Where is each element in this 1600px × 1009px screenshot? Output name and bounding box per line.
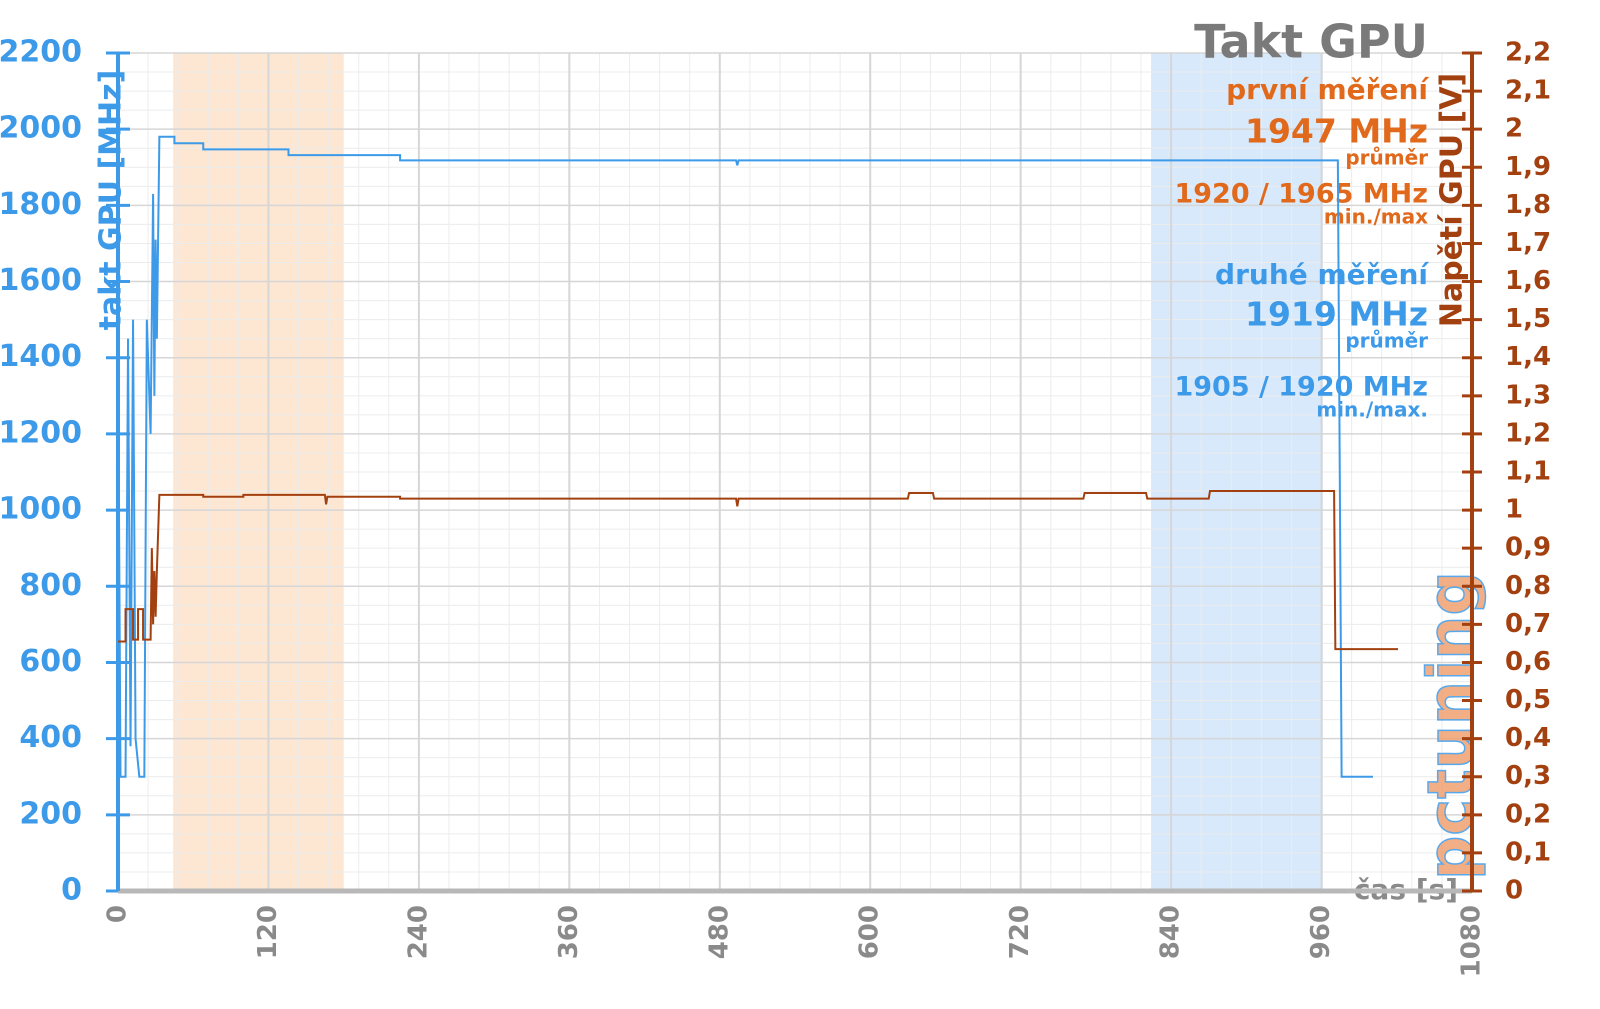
y2-tick-label: 1,4: [1505, 342, 1551, 372]
annotation: druhé měření: [1215, 258, 1429, 291]
y2-tick-label: 0,8: [1505, 571, 1551, 601]
y2-tick-label: 2,1: [1505, 76, 1551, 106]
x-tick-label: 0: [103, 905, 133, 923]
y-tick-label: 1000: [0, 492, 82, 527]
y2-tick-label: 0,6: [1505, 647, 1551, 677]
y-tick-label: 1600: [0, 263, 82, 298]
annotation: průměr: [1345, 146, 1428, 170]
background-layer: [117, 52, 1473, 892]
annotation: 1905 / 1920 MHz: [1174, 372, 1428, 403]
y2-tick-label: 2: [1505, 114, 1523, 144]
y-tick-label: 1200: [0, 415, 82, 450]
annotation: min./max: [1324, 205, 1428, 229]
annotation: 1947 MHz: [1245, 112, 1428, 151]
series-line: [117, 135, 1373, 778]
x-tick-label: 840: [1156, 905, 1186, 959]
y-tick-label: 600: [19, 644, 82, 679]
y-tick-label: 2200: [0, 35, 82, 70]
y2-tick-label: 0,3: [1505, 761, 1551, 791]
x-tick-label: 1080: [1457, 905, 1487, 977]
y-tick-label: 400: [19, 720, 82, 755]
y2-tick-label: 0,9: [1505, 533, 1551, 563]
y2-tick-label: 0,7: [1505, 609, 1551, 639]
y-axis-label: takt GPU [MHz]: [94, 70, 129, 331]
annotation: min./max.: [1316, 398, 1428, 422]
y-tick-label: 1400: [0, 339, 82, 374]
x-tick-label: 360: [554, 905, 584, 959]
y2-tick-label: 0,1: [1505, 837, 1551, 867]
y2-axis-label: Napětí GPU [V]: [1435, 73, 1470, 327]
y2-tick-label: 0,2: [1505, 799, 1551, 829]
x-tick-label: 240: [403, 905, 433, 959]
x-tick-label: 720: [1005, 905, 1035, 959]
chart-title: Takt GPU: [1194, 15, 1428, 69]
y2-tick-label: 0,4: [1505, 723, 1551, 753]
annotation: 1919 MHz: [1245, 295, 1428, 334]
y2-tick-label: 1,3: [1505, 380, 1551, 410]
y-tick-label: 1800: [0, 187, 82, 222]
y-tick-label: 0: [61, 873, 82, 908]
x-tick-label: 120: [253, 905, 283, 959]
y2-tick-label: 1,6: [1505, 266, 1551, 296]
annotation: průměr: [1345, 329, 1428, 353]
y2-tick-label: 0: [1505, 876, 1523, 906]
y2-tick-label: 1,7: [1505, 228, 1551, 258]
x-tick-label: 600: [855, 905, 885, 959]
series-line: [118, 490, 1399, 651]
y2-tick-label: 1: [1505, 495, 1523, 525]
logo: pctuning: [1414, 571, 1487, 880]
y2-tick-label: 1,5: [1505, 304, 1551, 334]
x-tick-label: 480: [704, 905, 734, 959]
y-tick-label: 200: [19, 796, 82, 831]
y2-tick-label: 1,8: [1505, 190, 1551, 220]
y-tick-label: 800: [19, 568, 82, 603]
y2-tick-label: 1,1: [1505, 457, 1551, 487]
y-tick-label: 2000: [0, 111, 82, 146]
annotation: první měření: [1226, 73, 1429, 106]
x-tick-label: 960: [1306, 905, 1336, 959]
y2-tick-label: 1,2: [1505, 418, 1551, 448]
y2-tick-label: 0,5: [1505, 685, 1551, 715]
y2-tick-label: 2,2: [1505, 38, 1551, 68]
annotation: 1920 / 1965 MHz: [1174, 179, 1428, 210]
y2-tick-label: 1,9: [1505, 152, 1551, 182]
